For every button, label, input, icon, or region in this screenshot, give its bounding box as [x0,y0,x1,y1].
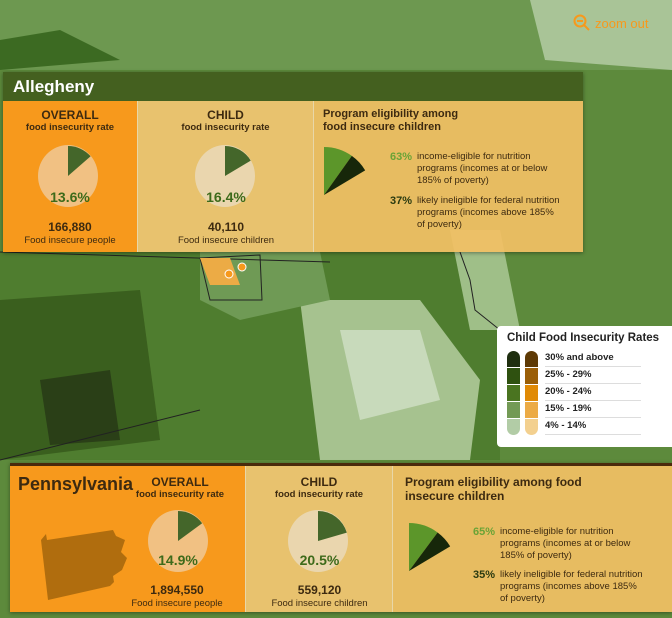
program-column: Program eligibility among food insecure c… [313,101,583,252]
state-eligible-text: 185% of poverty) [500,550,572,561]
county-info-panel: Allegheny OVERALL food insecurity rate 1… [3,72,583,252]
ineligible-text: of poverty) [417,219,462,230]
eligible-pct: 63% [389,151,412,163]
ineligible-pct: 37% [389,195,412,207]
pie-slice [178,511,203,541]
state-child-count: 559,120 [297,583,342,597]
state-overall-pie [148,510,208,572]
state-overall-count-label: Food insecure people [131,598,223,609]
legend-label: 15% - 19% [545,401,641,418]
child-count-label: Food insecure children [177,235,275,246]
eligibility-wedge [324,147,366,195]
state-eligible-pct: 65% [472,526,495,538]
legend-swatch-green [507,418,520,435]
pie-slice [68,146,91,176]
pie-slice [225,146,251,176]
state-name: Pennsylvania [18,474,134,494]
legend-item: 15% - 19% [507,401,672,418]
state-child-rate: 20.5% [299,552,340,568]
eligible-text: programs (incomes at or below [417,163,548,174]
program-title: food insecure children [323,121,441,133]
eligible-slice [409,523,438,571]
zoom-out-button[interactable]: zoom out [573,14,648,32]
ineligible-text: likely ineligible for federal nutrition [417,195,560,206]
legend-swatch-green [507,350,520,367]
state-program-title: Program eligibility among food [405,475,582,489]
overall-title: OVERALL [41,108,99,122]
legend-item: 20% - 24% [507,384,672,401]
legend-swatch-green [507,384,520,401]
pennsylvania-shape [41,530,127,600]
child-rate: 16.4% [206,189,246,205]
eligible-text: income-eligible for nutrition [417,151,531,162]
state-child-count-label: Food insecure children [271,598,368,609]
overall-rate: 13.6% [50,189,90,205]
legend-swatch-green [507,401,520,418]
ineligible-text: programs (incomes above 185% [417,207,554,218]
eligible-text: 185% of poverty) [417,175,489,186]
state-ineligible-text: of poverty) [500,593,545,604]
legend-label: 20% - 24% [545,384,641,401]
state-program-column: Program eligibility among food insecure c… [392,466,672,612]
legend-swatch-orange [525,418,538,435]
child-title: CHILD [207,108,244,122]
legend-swatch-orange [525,367,538,384]
state-child-subtitle: food insecurity rate [274,489,364,500]
legend-swatch-orange [525,401,538,418]
state-eligible-text: income-eligible for nutrition [500,526,614,537]
state-overall-title: OVERALL [151,475,209,489]
overall-column: OVERALL food insecurity rate 13.6% 166,8… [3,101,137,252]
legend-item: 4% - 14% [507,418,672,435]
legend-item: 25% - 29% [507,367,672,384]
legend-item: 30% and above [507,350,672,367]
state-ineligible-pct: 35% [472,569,495,581]
county-name: Allegheny [3,72,583,101]
ineligible-slice [409,532,451,571]
overall-count-label: Food insecure people [24,235,116,246]
state-overall-subtitle: food insecurity rate [135,489,225,500]
pie-slice [318,511,347,541]
legend-swatch-orange [525,350,538,367]
state-child-pie [288,510,348,572]
child-count: 40,110 [207,220,245,234]
legend-swatch-orange [525,384,538,401]
zoom-out-icon [573,14,590,31]
legend-label: 25% - 29% [545,367,641,384]
legend-label: 30% and above [545,350,641,367]
program-title: Program eligibility among [323,108,459,120]
state-eligibility-wedge [409,523,451,571]
legend-label: 4% - 14% [545,418,641,435]
legend-title: Child Food Insecurity Rates [507,332,660,344]
state-child-title: CHILD [300,475,338,489]
child-subtitle: food insecurity rate [181,122,270,133]
state-ineligible-text: programs (incomes above 185% [500,581,637,592]
state-program-title: insecure children [405,489,505,503]
child-column: CHILD food insecurity rate 16.4% 40,110 … [137,101,313,252]
state-overall-rate: 14.9% [158,552,198,568]
overall-rate-pie [38,145,98,207]
state-ineligible-text: likely ineligible for federal nutrition [500,569,643,580]
zoom-out-label: zoom out [595,15,649,31]
state-overall-count: 1,894,550 [150,583,204,597]
map-legend: Child Food Insecurity Rates 30% and abov… [497,326,672,447]
ineligible-slice [324,155,366,195]
state-child-column: CHILD food insecurity rate 20.5% 559,120… [245,466,392,612]
state-overall-column: Pennsylvania OVERALL food insecurity rat… [10,466,245,612]
eligible-slice [324,147,352,195]
overall-count: 166,880 [48,220,92,234]
legend-swatch-green [507,367,520,384]
state-info-panel: Pennsylvania OVERALL food insecurity rat… [10,463,672,612]
overall-subtitle: food insecurity rate [25,122,115,133]
child-rate-pie [195,145,255,207]
state-eligible-text: programs (incomes at or below [500,538,631,549]
